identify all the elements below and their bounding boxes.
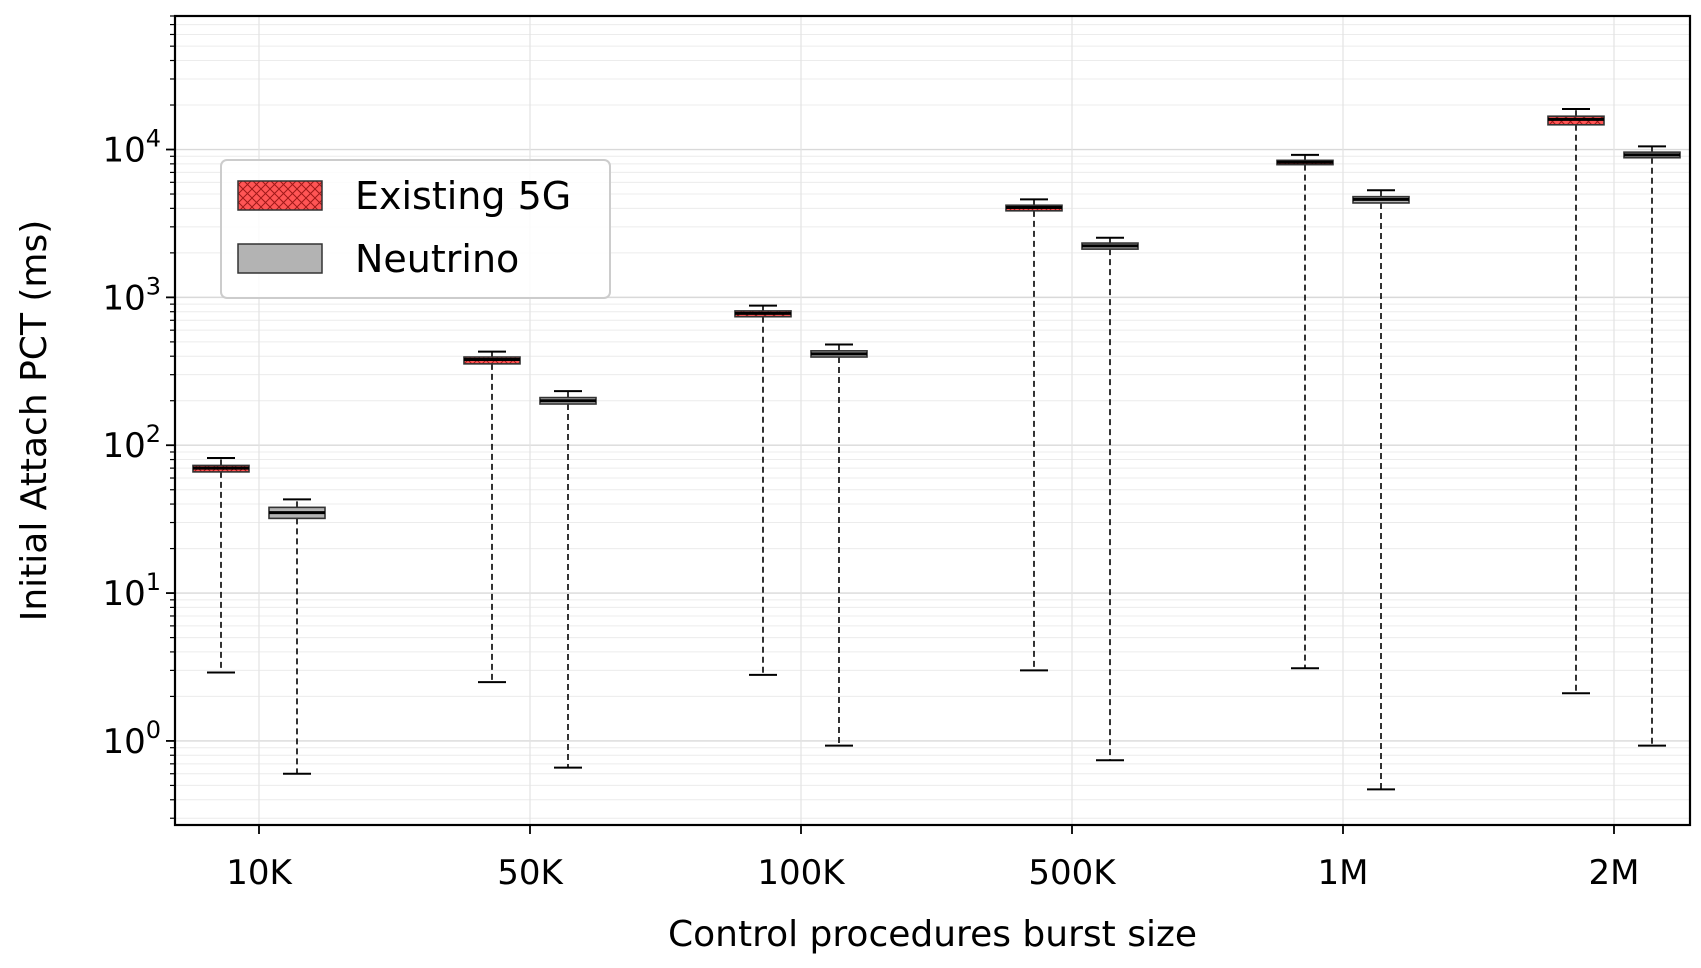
y-tick-label: 100 [102,716,161,762]
box-existing-5g-2m [1547,107,1605,695]
box-existing-5g-100k [734,304,792,676]
x-tick-label: 100K [757,853,846,893]
legend: Existing 5G Neutrino [220,159,611,299]
x-tick-label: 2M [1589,853,1640,893]
y-tick-label: 103 [102,272,161,318]
y-tick-label: 104 [102,125,161,171]
box-neutrino-1m [1352,189,1410,791]
box-existing-5g-10k [192,456,250,674]
box-existing-5g-1m [1276,153,1334,670]
box-series [192,107,1681,791]
box-neutrino-500k [1081,236,1139,762]
legend-label-neutrino: Neutrino [355,237,519,281]
box-existing-5g-50k [463,350,521,684]
box-neutrino-50k [539,390,597,769]
y-axis-label: Initial Attach PCT (ms) [14,220,55,622]
y-tick-label: 101 [102,568,161,614]
box-neutrino-100k [810,343,868,747]
x-tick-label: 500K [1028,853,1117,893]
grid-lines [175,15,1690,825]
x-tick-label: 1M [1318,853,1369,893]
box-neutrino-10k [268,498,326,775]
x-axis-label: Control procedures burst size [668,914,1197,955]
y-tick-label: 102 [102,420,161,466]
x-tick-label: 50K [497,853,564,893]
plot-frame [173,14,1692,827]
legend-swatch-neutrino [237,243,323,274]
box-existing-5g-500k [1005,198,1063,672]
legend-swatch-existing-5g [237,180,323,211]
x-tick-label: 10K [226,853,293,893]
axes: 10K 50K 100K 500K 1M 2M 100 101 102 103 104 [102,15,1640,893]
box-neutrino-2m [1623,145,1681,747]
legend-label-existing-5g: Existing 5G [355,174,571,218]
